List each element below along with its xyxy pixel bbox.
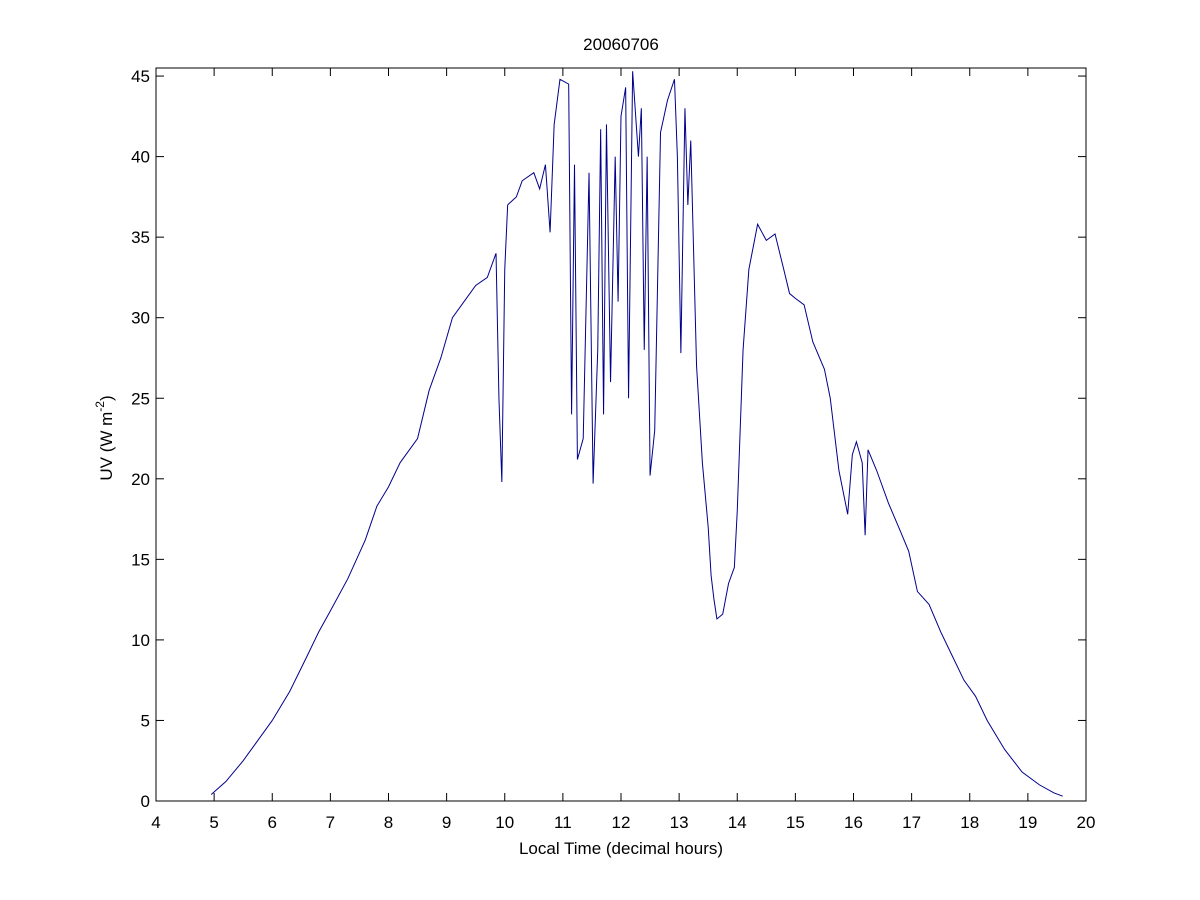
y-tick-label: 25	[131, 389, 150, 408]
x-tick-label: 17	[902, 813, 921, 832]
x-tick-label: 6	[268, 813, 277, 832]
y-label-tail: )	[97, 395, 116, 401]
y-tick-label: 30	[131, 309, 150, 328]
data-line	[210, 71, 1063, 797]
y-label-text: UV (W m	[97, 412, 116, 481]
y-tick-label: 5	[141, 711, 150, 730]
y-label-sup: -2	[93, 401, 107, 412]
y-axis-label: UV (W m-2)	[93, 395, 116, 480]
x-tick-label: 13	[670, 813, 689, 832]
y-tick-label: 20	[131, 470, 150, 489]
x-tick-label: 5	[209, 813, 218, 832]
chart-title: 20060706	[583, 35, 659, 54]
y-tick-label: 40	[131, 148, 150, 167]
x-tick-label: 18	[960, 813, 979, 832]
y-tick-label: 10	[131, 631, 150, 650]
x-tick-label: 19	[1018, 813, 1037, 832]
x-tick-label: 8	[384, 813, 393, 832]
x-tick-label: 16	[844, 813, 863, 832]
x-tick-label: 11	[554, 813, 572, 832]
y-tick-label: 35	[131, 228, 150, 247]
x-tick-label: 7	[326, 813, 335, 832]
x-axis-label: Local Time (decimal hours)	[519, 839, 723, 858]
x-tick-label: 4	[151, 813, 160, 832]
y-tick-label: 0	[141, 792, 150, 811]
axes-frame	[155, 67, 1087, 802]
x-tick-label: 10	[495, 813, 514, 832]
y-tick-label: 45	[131, 67, 150, 86]
x-tick-label: 14	[728, 813, 747, 832]
x-tick-label: 20	[1077, 813, 1096, 832]
x-tick-label: 15	[786, 813, 805, 832]
y-tick-label: 15	[131, 550, 150, 569]
x-tick-label: 9	[442, 813, 451, 832]
x-tick-label: 12	[612, 813, 631, 832]
